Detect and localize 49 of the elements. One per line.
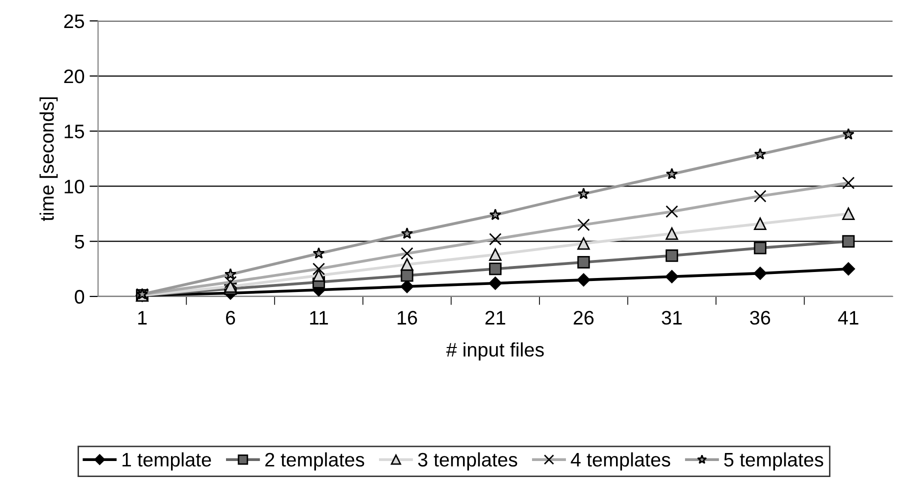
x-tick-label: 11 [310,311,328,324]
x-tick-label: 36 [750,310,770,325]
point [577,273,590,287]
point [488,276,502,290]
point [312,247,325,259]
point [666,168,678,180]
point [754,217,766,230]
y-axis-title: time [seconds] [40,97,58,222]
x-tick-label: 1 [138,311,147,324]
x-tick-label: 26 [574,310,594,325]
y-tick-label: 20 [64,69,84,84]
y-tick-label: 15 [64,124,84,138]
point [489,262,502,276]
legend-label: 5 templates [724,452,824,470]
x-tick-label: 41 [838,311,858,324]
legend-label: 3 templates [418,452,518,470]
point [842,235,855,248]
x-tick-label: 16 [398,310,417,325]
point [578,188,590,200]
y-tick-label: 0 [74,290,84,304]
point [665,270,678,284]
x-tick-label: 21 [485,310,506,324]
point [400,269,414,282]
y-tick-label: 5 [74,235,84,249]
point [754,242,766,254]
point [666,249,678,262]
point [577,237,590,250]
point [842,128,854,140]
point [842,208,855,220]
y-tick-label: 10 [64,180,84,194]
point [666,227,678,240]
x-tick-label: 6 [226,310,236,325]
point [400,258,414,271]
point [577,256,590,269]
point [842,262,856,276]
y-tick-label: 25 [64,14,84,28]
point [401,227,414,239]
point [754,266,767,280]
legend-label: 2 templates [265,452,364,470]
point [400,280,414,294]
legend-label: 4 templates [570,452,670,470]
x-tick-label: 31 [662,310,682,325]
point [224,268,236,280]
legend-label: 1 template [122,452,211,470]
x-axis-title: # input files [446,342,544,360]
point [754,148,766,160]
point [489,248,502,261]
point [489,208,502,220]
point [312,269,326,282]
